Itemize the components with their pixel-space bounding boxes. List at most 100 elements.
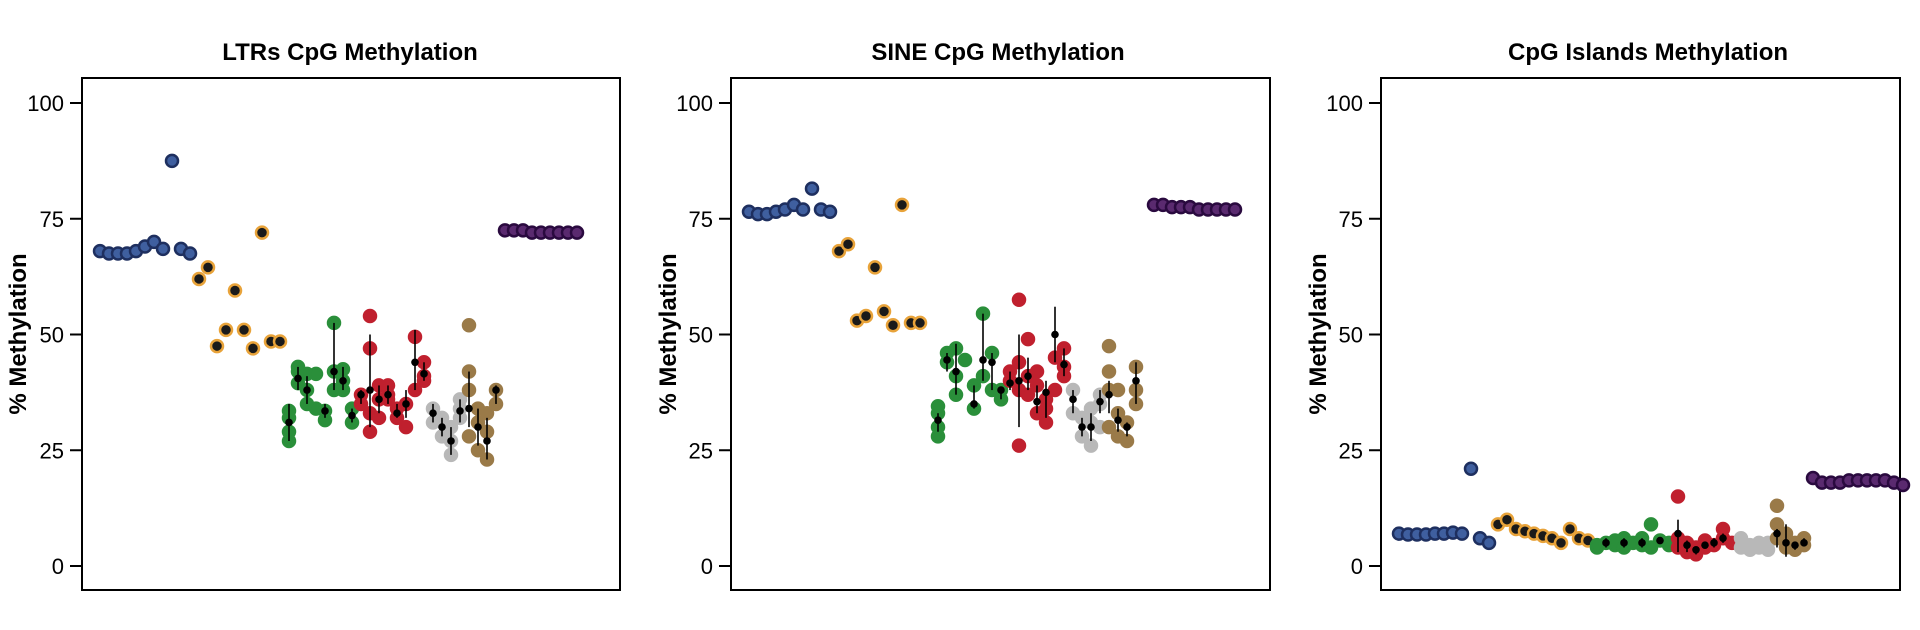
- mean-marker: [1710, 539, 1718, 547]
- mean-marker: [447, 437, 455, 445]
- data-point: [272, 334, 288, 349]
- data-point: [1110, 382, 1126, 398]
- y-tick-label: 50: [1339, 323, 1363, 348]
- data-point: [894, 197, 910, 213]
- data-point: [164, 153, 180, 169]
- data-point: [236, 322, 252, 338]
- data-point: [182, 246, 198, 261]
- data-point: [398, 419, 414, 435]
- data-point: [1029, 364, 1045, 379]
- panel-title: LTRs CpG Methylation: [222, 39, 478, 66]
- mean-marker: [1042, 388, 1050, 397]
- mean-marker: [483, 437, 491, 445]
- mean-marker: [1105, 390, 1113, 399]
- data-point: [1047, 382, 1063, 398]
- data-point: [191, 271, 207, 287]
- mean-marker: [1683, 541, 1691, 549]
- mean-marker: [303, 386, 311, 394]
- mean-marker: [294, 374, 302, 383]
- y-tick-label: 75: [40, 207, 64, 232]
- y-tick-label: 50: [40, 323, 64, 348]
- mean-marker: [1656, 536, 1664, 545]
- mean-marker: [1060, 360, 1068, 369]
- mean-marker: [988, 358, 996, 367]
- mean-marker: [321, 407, 329, 415]
- plot-frame: [1380, 77, 1901, 591]
- panel-sine: SINE CpG Methylation % Methylation 0 25 50…: [655, 39, 1271, 591]
- mean-marker: [997, 386, 1005, 394]
- y-axis-label: % Methylation: [1305, 253, 1332, 414]
- y-tick-label: 25: [40, 438, 64, 463]
- data-point: [1083, 438, 1099, 453]
- mean-marker: [1033, 397, 1041, 406]
- mean-marker: [1006, 379, 1014, 387]
- y-tick-label: 0: [701, 554, 713, 579]
- data-point: [840, 236, 856, 252]
- y-tick-label: 0: [52, 554, 64, 579]
- plot-frame: [81, 77, 621, 591]
- mean-marker: [285, 418, 293, 427]
- mean-marker: [1674, 529, 1682, 538]
- data-point: [362, 308, 378, 324]
- mean-marker: [1773, 529, 1781, 538]
- y-axis-label: % Methylation: [5, 253, 32, 414]
- mean-marker: [357, 390, 365, 399]
- panel-title: CpG Islands Methylation: [1508, 39, 1788, 66]
- data-point: [1101, 338, 1117, 354]
- mean-marker: [1692, 545, 1700, 554]
- y-tick-label: 25: [689, 438, 713, 463]
- data-point: [1670, 489, 1686, 504]
- mean-marker: [438, 423, 446, 431]
- mean-marker: [1051, 330, 1059, 339]
- data-point: [1553, 535, 1569, 551]
- data-point: [822, 204, 838, 220]
- data-point: [930, 399, 946, 414]
- mean-marker: [1800, 539, 1808, 547]
- data-point: [308, 366, 324, 382]
- data-point: [1038, 415, 1054, 430]
- mean-marker: [1782, 539, 1790, 547]
- data-point: [876, 304, 892, 319]
- data-point: [218, 322, 234, 338]
- plot-frame: [730, 77, 1271, 591]
- mean-marker: [1791, 541, 1799, 549]
- data-point: [1499, 512, 1515, 527]
- data-point: [209, 338, 225, 354]
- y-tick-label: 100: [1326, 91, 1363, 116]
- data-point: [1481, 535, 1497, 551]
- mean-marker: [411, 358, 419, 367]
- data-point: [1227, 202, 1243, 217]
- data-point: [1101, 364, 1117, 379]
- mean-marker: [1701, 541, 1709, 549]
- y-tick-label: 75: [689, 207, 713, 232]
- mean-marker: [366, 386, 374, 394]
- data-point: [885, 317, 901, 333]
- data-point: [200, 260, 216, 275]
- mean-marker: [348, 411, 356, 420]
- data-point: [1011, 292, 1027, 308]
- data-point: [804, 181, 820, 196]
- data-point: [858, 308, 874, 324]
- data-point: [461, 429, 477, 444]
- data-point: [254, 225, 270, 240]
- mean-marker: [456, 407, 464, 415]
- panel-cpg-islands: CpG Islands Methylation % Methylation 0 2…: [1305, 39, 1911, 591]
- mean-marker: [1024, 372, 1032, 380]
- data-point: [912, 315, 928, 331]
- mean-marker: [1096, 397, 1104, 406]
- data-point: [867, 260, 883, 275]
- y-tick-label: 75: [1339, 207, 1363, 232]
- mean-marker: [934, 416, 942, 424]
- data-point: [362, 424, 378, 439]
- data-point: [371, 410, 387, 426]
- data-point: [1643, 517, 1659, 532]
- mean-marker: [339, 377, 347, 385]
- mean-marker: [943, 356, 951, 364]
- mean-marker: [1638, 539, 1646, 547]
- y-tick-label: 0: [1351, 554, 1363, 579]
- mean-marker: [465, 404, 473, 413]
- panel-ltrs: LTRs CpG Methylation % Methylation 0 25 50…: [5, 39, 621, 591]
- mean-marker: [402, 400, 410, 408]
- data-point: [957, 352, 973, 368]
